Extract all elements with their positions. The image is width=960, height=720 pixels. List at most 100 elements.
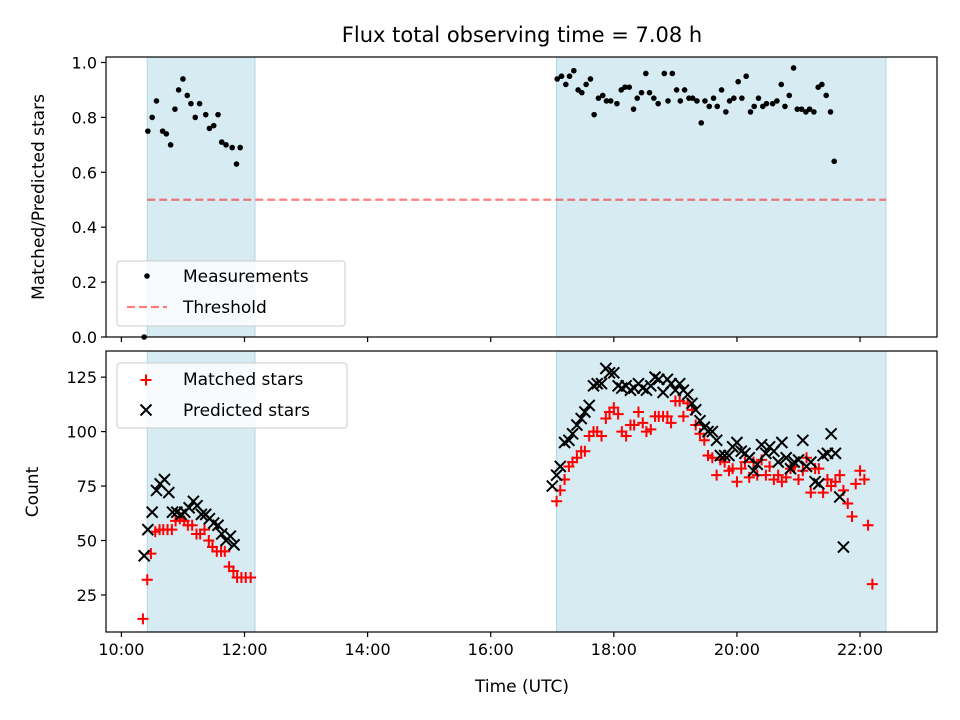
predicted-star-point [211, 519, 225, 532]
measurement-point [723, 109, 729, 115]
x-tick-label: 10:00 [98, 640, 144, 659]
measurement-point [710, 95, 717, 101]
measurement-point [206, 125, 213, 132]
top-y-tick-label: 0.8 [72, 108, 97, 127]
measurement-point [769, 100, 776, 107]
measurement-point [626, 84, 633, 90]
predicted-star-point [636, 381, 649, 395]
predicted-star-point [546, 479, 559, 493]
measurement-point [706, 103, 713, 110]
measurement-point [669, 70, 676, 77]
matched-star-point [834, 469, 846, 481]
measurement-point [145, 128, 151, 134]
bottom-y-axis-label: Count [23, 466, 43, 517]
matched-star-point [620, 430, 632, 442]
predicted-star-point [693, 414, 707, 427]
top-plot-frame [105, 56, 938, 338]
predicted-star-point [595, 377, 608, 390]
measurement-point [210, 122, 217, 129]
matched-star-point [760, 469, 772, 481]
matched-star-point [245, 572, 257, 584]
matched-star-point [137, 613, 149, 625]
x-axis-label: Time (UTC) [474, 677, 569, 697]
measurement-point [599, 92, 606, 99]
predicted-star-point [566, 427, 579, 440]
predicted-star-point [812, 477, 826, 491]
legend-measurements-label: Measurements [183, 267, 309, 287]
predicted-star-point [224, 529, 237, 543]
matched-star-point [608, 402, 620, 414]
measurement-point [831, 158, 838, 165]
matched-star-point [805, 487, 817, 499]
predicted-star-point [227, 538, 241, 552]
predicted-star-point [722, 449, 736, 462]
bottom-y-tick-label: 25 [77, 586, 97, 605]
predicted-star-point [759, 447, 773, 460]
measurement-point [778, 81, 785, 88]
top-y-tick-label: 0.2 [72, 273, 97, 292]
measurement-point [229, 144, 235, 151]
matched-star-point [829, 476, 841, 488]
measurement-point [184, 92, 191, 99]
predicted-star-point [775, 436, 789, 449]
legend-predicted-marker [139, 403, 153, 417]
measurement-point [747, 109, 754, 115]
predicted-star-point [607, 366, 621, 379]
predicted-star-point [673, 377, 686, 390]
predicted-star-point [730, 436, 744, 449]
measurement-point [587, 76, 594, 82]
matched-star-point [772, 469, 784, 481]
matched-star-point [706, 452, 718, 464]
bottom-y-tick-label: 75 [77, 477, 97, 496]
measurement-point [774, 98, 780, 104]
predicted-star-point [137, 549, 151, 562]
measurement-point [702, 98, 708, 104]
predicted-star-point [837, 540, 850, 554]
measurement-point [751, 103, 757, 110]
legend-measurements-marker [144, 273, 150, 279]
bottom-plot-frame [105, 350, 938, 633]
measurement-point [153, 98, 160, 104]
predicted-star-point [591, 377, 604, 390]
predicted-star-point [174, 508, 188, 521]
matched-star-point [665, 417, 677, 429]
measurement-point [583, 81, 589, 88]
predicted-star-point [755, 438, 768, 451]
top-legend [116, 260, 346, 327]
predicted-star-point [554, 460, 567, 473]
measurement-point [634, 95, 641, 101]
predicted-star-point [681, 388, 694, 401]
measurement-point [782, 103, 788, 110]
legend-matched-label: Matched stars [183, 370, 303, 390]
measurement-point [819, 81, 825, 88]
measurement-point [661, 70, 668, 77]
predicted-star-point [824, 427, 838, 440]
x-tick-label: 22:00 [837, 640, 883, 659]
matched-star-point [850, 478, 862, 490]
legend-threshold-label: Threshold [182, 298, 267, 318]
measurement-point [622, 84, 628, 90]
measurement-point [790, 65, 797, 71]
measurement-point [798, 106, 805, 112]
top-y-tick-label: 0.6 [72, 163, 97, 182]
predicted-star-point [562, 434, 576, 447]
matched-star-point [735, 463, 747, 475]
matched-star-point [719, 456, 731, 468]
measurement-point [698, 120, 705, 126]
measurement-point [223, 142, 229, 148]
predicted-star-point [804, 455, 818, 469]
measurement-point [202, 111, 209, 118]
predicted-star-point [624, 384, 637, 397]
measurement-point [188, 100, 194, 107]
matched-star-point [813, 463, 825, 475]
predicted-star-point [644, 379, 657, 393]
matched-star-point [711, 469, 723, 481]
measurement-point [827, 109, 834, 115]
x-tick-label: 20:00 [714, 640, 760, 659]
measurement-point [731, 95, 737, 101]
bottom-y-tick-label: 50 [77, 532, 97, 551]
matched-star-point [846, 511, 858, 523]
predicted-star-point [575, 412, 588, 425]
measurement-point [558, 73, 565, 80]
top-y-axis-label: Matched/Predicted stars [29, 94, 49, 300]
